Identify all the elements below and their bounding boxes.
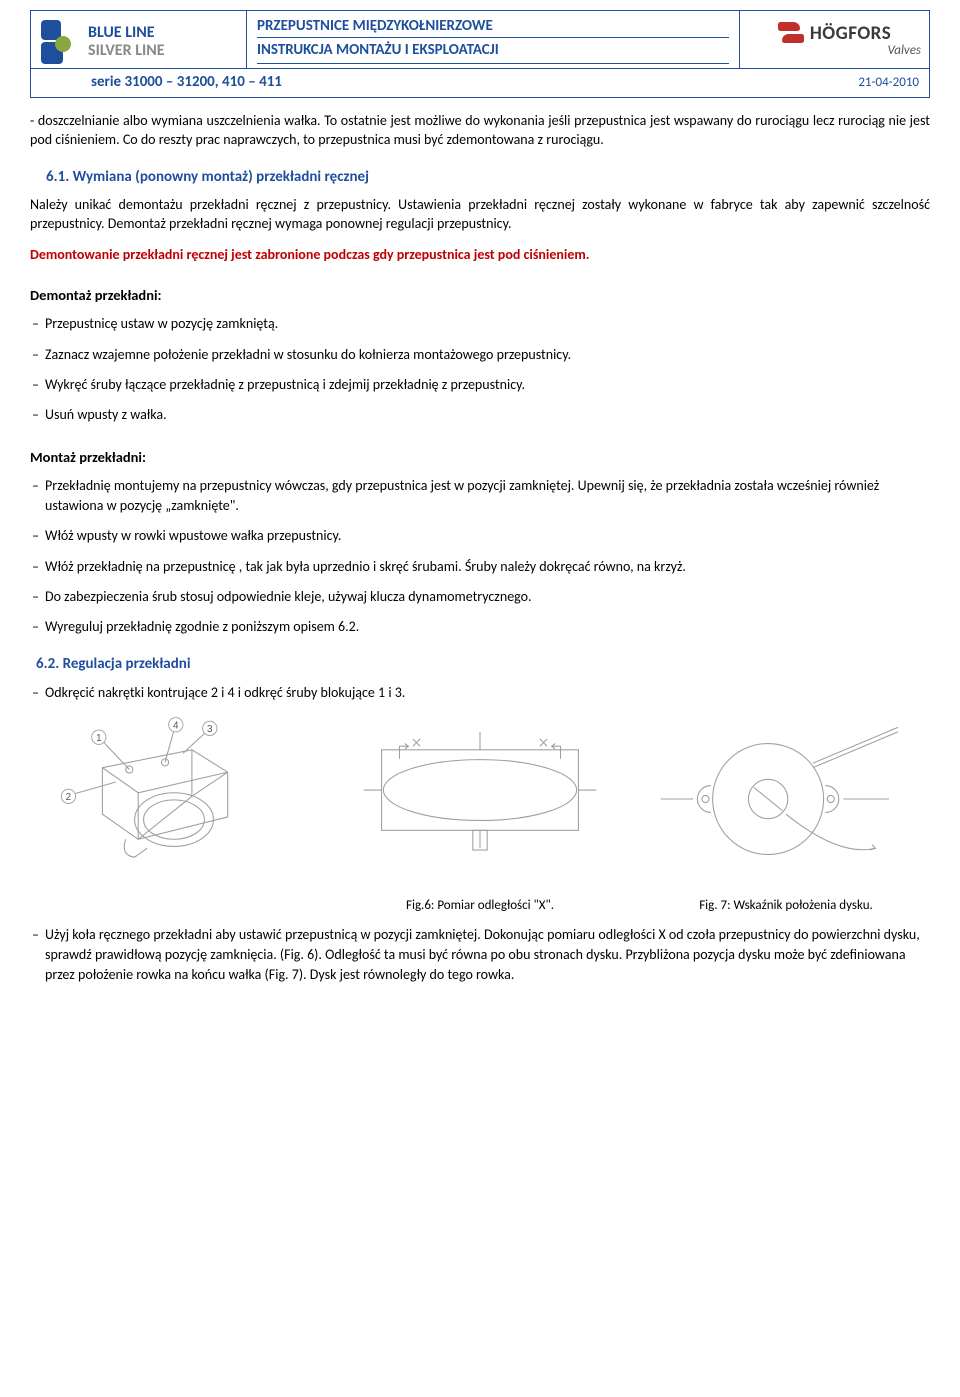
figures-row: 1 2 3 4 <box>30 714 930 884</box>
hogfors-text: HÖGFORS <box>810 22 891 45</box>
brand-line-2: SILVER LINE <box>88 42 165 60</box>
doc-title-2: INSTRUKCJA MONTAŻU I EKSPLOATACJI <box>257 38 729 64</box>
montaz-list: Przekładnię montujemy na przepustnicy wó… <box>30 476 930 638</box>
brand-lines: BLUE LINE SILVER LINE <box>88 24 165 59</box>
content: - doszczelnianie albo wymiana uszczelnie… <box>30 112 930 986</box>
list-item: Usuń wpusty z wałka. <box>30 405 930 425</box>
list-item: Odkręcić nakrętki kontrujące 2 i 4 i odk… <box>30 683 930 703</box>
manufacturer-cell: HÖGFORS Valves <box>739 11 929 68</box>
title-cell: PRZEPUSTNICE MIĘDZYKOŁNIERZOWE INSTRUKCJ… <box>246 11 739 68</box>
list-item: Przepustnicę ustaw w pozycję zamkniętą. <box>30 314 930 334</box>
list-item: Wyreguluj przekładnię zgodnie z poniższy… <box>30 617 930 637</box>
figure-6 <box>336 714 624 884</box>
s62-list: Odkręcić nakrętki kontrujące 2 i 4 i odk… <box>30 683 930 703</box>
brand-cell: BLUE LINE SILVER LINE <box>31 11 246 68</box>
fig7-icon <box>642 714 930 884</box>
list-item: Zaznacz wzajemne położenie przekładni w … <box>30 345 930 365</box>
closing-list: Użyj koła ręcznego przekładni aby ustawi… <box>30 925 930 986</box>
header-row-top: BLUE LINE SILVER LINE PRZEPUSTNICE MIĘDZ… <box>31 11 929 68</box>
figure-7 <box>642 714 930 884</box>
list-item: Włóż przekładnię na przepustnicę , tak j… <box>30 557 930 577</box>
figure-gearbox: 1 2 3 4 <box>30 714 318 884</box>
serie-text: serie 31000 – 31200, 410 – 411 <box>91 73 282 91</box>
section-6-2-heading: 6.2. Regulacja przekładni <box>36 655 930 673</box>
montaz-heading: Montaż przekładni: <box>30 448 930 466</box>
list-item: Włóż wpusty w rowki wpustowe wałka przep… <box>30 526 930 546</box>
list-item: Przekładnię montujemy na przepustnicy wó… <box>30 476 930 517</box>
svg-text:4: 4 <box>173 720 179 731</box>
header-row-bottom: serie 31000 – 31200, 410 – 411 21-04-201… <box>31 68 929 97</box>
gearbox-icon: 1 2 3 4 <box>30 714 318 884</box>
svg-text:3: 3 <box>207 724 213 735</box>
list-item: Użyj koła ręcznego przekładni aby ustawi… <box>30 925 930 986</box>
list-item: Wykręć śruby łączące przekładnię z przep… <box>30 375 930 395</box>
demontaz-heading: Demontaż przekładni: <box>30 286 930 304</box>
svg-text:2: 2 <box>66 792 71 803</box>
brand-line-1: BLUE LINE <box>88 24 165 42</box>
brand-logo-icon <box>37 18 82 66</box>
list-item: Do zabezpieczenia śrub stosuj odpowiedni… <box>30 587 930 607</box>
svg-text:1: 1 <box>96 733 101 744</box>
section-6-1-paragraph: Należy unikać demontażu przekładni ręczn… <box>30 196 930 234</box>
section-6-1-heading: 6.1. Wymiana (ponowny montaż) przekładni… <box>46 168 930 186</box>
doc-date: 21-04-2010 <box>858 75 919 90</box>
doc-header: BLUE LINE SILVER LINE PRZEPUSTNICE MIĘDZ… <box>30 10 930 98</box>
doc-title-1: PRZEPUSTNICE MIĘDZYKOŁNIERZOWE <box>257 17 729 38</box>
demontaz-list: Przepustnicę ustaw w pozycję zamkniętą. … <box>30 314 930 425</box>
hogfors-logo: HÖGFORS <box>778 22 891 45</box>
valves-label: Valves <box>888 43 921 58</box>
intro-paragraph: - doszczelnianie albo wymiana uszczelnie… <box>30 112 930 150</box>
captions-row: . Fig.6: Pomiar odległości "X". Fig. 7: … <box>30 892 930 913</box>
fig7-caption: Fig. 7: Wskaźnik położenia dysku. <box>642 898 930 913</box>
fig6-caption: Fig.6: Pomiar odległości "X". <box>336 898 624 913</box>
hogfors-mark-icon <box>778 22 804 44</box>
warning-text: Demontowanie przekładni ręcznej jest zab… <box>30 246 930 265</box>
fig6-icon <box>336 714 624 884</box>
